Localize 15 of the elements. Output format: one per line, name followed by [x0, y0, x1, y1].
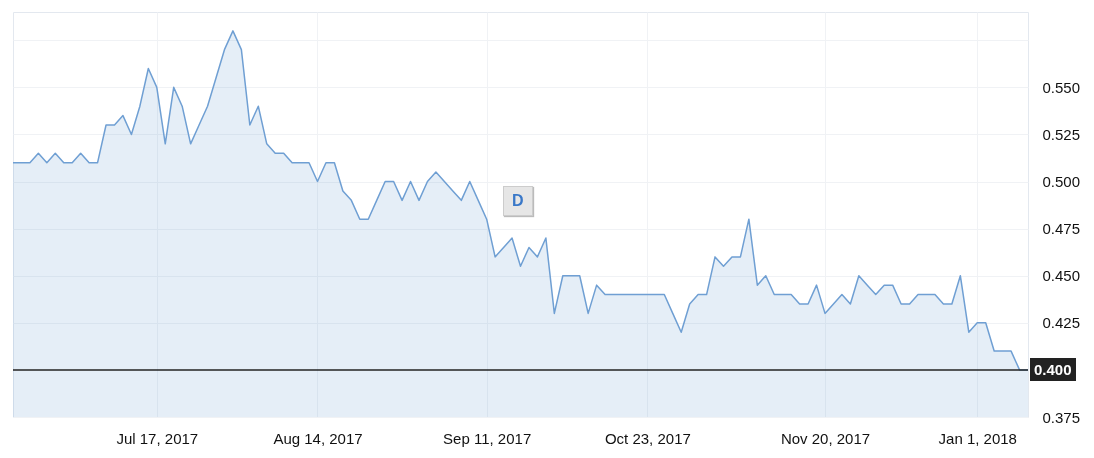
y-tick-label: 0.450 — [1042, 267, 1081, 285]
x-tick-label: Aug 14, 2017 — [273, 429, 363, 447]
x-tick-label: Sep 11, 2017 — [443, 429, 532, 447]
y-tick-label: 0.500 — [1042, 173, 1081, 191]
x-tick-label: Jul 17, 2017 — [116, 429, 199, 447]
ref-line-label: 0.400 — [1030, 358, 1076, 382]
annotation: D — [503, 186, 533, 216]
x-tick-label: Oct 23, 2017 — [604, 429, 691, 447]
y-tick-label: 0.550 — [1042, 78, 1081, 96]
y-tick-label: 0.525 — [1042, 125, 1081, 143]
y-tick-label: 0.425 — [1042, 314, 1081, 332]
x-tick-label: Jan 1, 2018 — [938, 429, 1017, 447]
y-tick-label: 0.375 — [1042, 408, 1081, 426]
x-tick-label: Nov 20, 2017 — [780, 429, 871, 447]
y-tick-label: 0.475 — [1042, 220, 1081, 238]
